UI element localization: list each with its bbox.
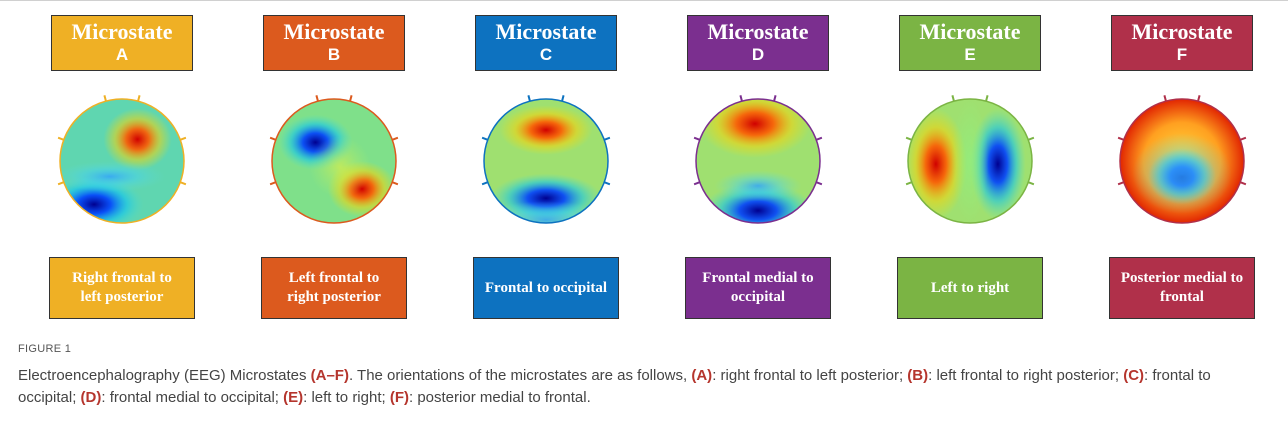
caption-part: Electroencephalography (EEG) Microstates — [18, 367, 311, 384]
description: Right frontal to left posterior — [49, 257, 195, 319]
caption-part: : right frontal to left posterior; — [712, 367, 908, 384]
caption-part: : left to right; — [303, 389, 390, 406]
header-text: Microstate — [707, 19, 809, 44]
header-letter: B — [327, 45, 341, 64]
panel: Microstate D Frontal medial to occipital — [652, 15, 864, 325]
panel-header: Microstate A — [51, 15, 193, 71]
header-letter: F — [1176, 45, 1188, 64]
caption-part: : frontal medial to occipital; — [101, 389, 284, 406]
topography — [905, 95, 1035, 224]
topography — [693, 95, 823, 224]
header-text: Microstate — [283, 19, 385, 44]
caption-part: (C) — [1123, 367, 1145, 384]
panel-header: Microstate B — [263, 15, 405, 71]
panel: Microstate F Posterior medial to frontal — [1076, 15, 1288, 325]
panel-header: Microstate D — [687, 15, 829, 71]
topography — [1117, 95, 1247, 224]
panel: Microstate A Right frontal to left posteri… — [16, 15, 228, 325]
panel: Microstate E Left to right — [864, 15, 1076, 325]
panel: Microstate C Frontal to occipital — [440, 15, 652, 325]
header-text: Microstate — [495, 19, 597, 44]
header-letter: D — [751, 45, 765, 64]
description: Frontal medial to occipital — [685, 257, 831, 319]
description: Frontal to occipital — [473, 257, 619, 319]
caption-part: (A) — [691, 367, 713, 384]
panel: Microstate B Left frontal to right posteri… — [228, 15, 440, 325]
header-letter: C — [539, 45, 553, 64]
caption: Electroencephalography (EEG) Microstates… — [18, 365, 1258, 409]
header-text: Microstate — [919, 19, 1021, 44]
caption-part: : left frontal to right posterior; — [928, 367, 1124, 384]
topography — [57, 95, 187, 224]
caption-part: (D) — [80, 389, 102, 406]
caption-part: (B) — [907, 367, 929, 384]
panel-header: Microstate E — [899, 15, 1041, 71]
caption-part: (F) — [389, 389, 409, 406]
panel-header: Microstate C — [475, 15, 617, 71]
header-letter: A — [115, 45, 129, 64]
topography — [269, 95, 399, 224]
header-text: Microstate — [71, 19, 173, 44]
description: Left to right — [897, 257, 1043, 319]
panel-header: Microstate F — [1111, 15, 1253, 71]
caption-part: : frontal to occipital; — [18, 367, 1211, 406]
caption-part: (A–F) — [310, 367, 349, 384]
header-text: Microstate — [1131, 19, 1233, 44]
header-letter: E — [964, 45, 976, 64]
topography — [481, 95, 611, 224]
caption-label: FIGURE 1 — [18, 343, 72, 355]
caption-part: (E) — [283, 389, 304, 406]
caption-part: : posterior medial to frontal. — [409, 389, 591, 406]
description: Posterior medial to frontal — [1109, 257, 1255, 319]
caption-part: . The orientations of the microstates ar… — [348, 367, 692, 384]
description: Left frontal to right posterior — [261, 257, 407, 319]
